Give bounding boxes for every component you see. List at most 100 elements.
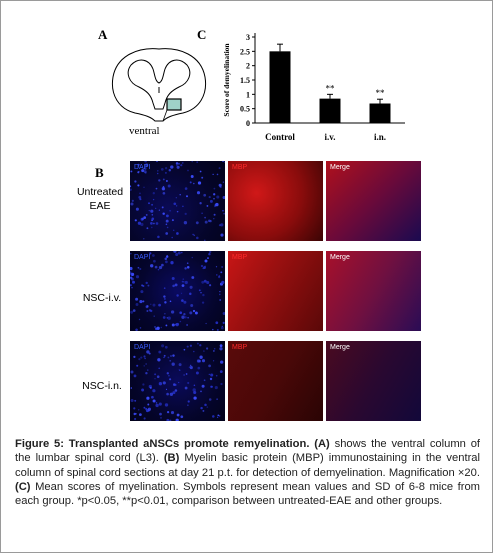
nucleus-dot [151, 395, 154, 399]
nucleus-dot [135, 303, 139, 306]
y-tick-label: 0 [246, 119, 250, 128]
micrograph-label-mbp: MBP [232, 164, 248, 171]
nucleus-dot [133, 374, 137, 378]
nucleus-dot [150, 209, 154, 213]
nucleus-dot [184, 212, 187, 216]
nucleus-dot [174, 283, 178, 287]
nucleus-dot [163, 356, 165, 359]
nucleus-dot [130, 188, 132, 192]
y-tick-label: 0.5 [240, 105, 250, 114]
nucleus-dot [216, 329, 219, 331]
nucleus-dot [208, 364, 211, 368]
nucleus-dot [175, 418, 179, 421]
nucleus-dot [151, 214, 154, 216]
nucleus-dot [215, 374, 218, 377]
nucleus-dot [214, 386, 218, 390]
nucleus-dot [164, 301, 167, 304]
nucleus-dot [192, 309, 196, 313]
nucleus-dot [217, 414, 220, 417]
nucleus-dot [146, 227, 149, 230]
caption-tag-a: (A) [314, 438, 330, 450]
micrograph-label-dapi: DAPI [134, 254, 151, 261]
nucleus-dot [158, 209, 161, 211]
nucleus-dot [145, 163, 149, 167]
nucleus-dot [183, 300, 187, 304]
nucleus-dot [130, 310, 134, 314]
nucleus-dot [185, 195, 189, 198]
nucleus-dot [157, 268, 160, 271]
nucleus-dot [160, 326, 162, 329]
nucleus-dot [149, 309, 153, 313]
nucleus-dot [180, 164, 183, 167]
nucleus-dot [143, 170, 147, 174]
nucleus-dot [220, 271, 223, 274]
nucleus-dot [222, 161, 224, 163]
nucleus-dot [161, 206, 164, 209]
nucleus-dot [146, 396, 150, 400]
nucleus-dot [155, 403, 159, 408]
category-label: i.n. [374, 132, 386, 142]
nucleus-dot [139, 300, 143, 304]
nucleus-dot [146, 310, 149, 312]
nucleus-dot [143, 355, 146, 358]
nucleus-dot [213, 350, 215, 352]
nucleus-dot [206, 406, 209, 408]
nucleus-dot [213, 187, 216, 190]
nucleus-dot [175, 205, 178, 207]
nucleus-dot [183, 221, 188, 225]
nucleus-dot [137, 163, 140, 166]
nucleus-dot [166, 372, 169, 375]
nucleus-dot [208, 251, 212, 254]
nucleus-dot [203, 266, 206, 269]
nucleus-dot [140, 356, 143, 359]
nucleus-dot [169, 359, 172, 362]
nucleus-dot [184, 267, 187, 270]
micrograph-iv-merge: Merge [326, 251, 421, 331]
nucleus-dot [203, 279, 207, 283]
nucleus-dot [166, 226, 169, 229]
nucleus-dot [193, 396, 197, 400]
nucleus-dot [172, 284, 175, 288]
micrograph-iv-dapi: DAPI [130, 251, 225, 331]
nucleus-dot [187, 316, 189, 319]
nucleus-dot [155, 402, 158, 404]
nucleus-dot [175, 164, 178, 167]
nucleus-dot [178, 381, 180, 384]
nucleus-dot [138, 318, 141, 321]
nucleus-dot [222, 195, 225, 200]
nucleus-dot [141, 217, 144, 221]
nucleus-dot [216, 274, 218, 276]
nucleus-dot [220, 326, 224, 330]
micrograph-untreated-mbp: MBP [228, 161, 323, 241]
nucleus-dot [142, 300, 145, 303]
nucleus-dot [139, 327, 142, 329]
spinal-cord-schematic [111, 48, 207, 122]
nucleus-dot [195, 371, 199, 375]
nucleus-dot [147, 284, 150, 287]
nucleus-dot [176, 413, 180, 417]
nucleus-dot [179, 193, 181, 196]
nucleus-dot [193, 350, 195, 353]
nucleus-dot [193, 182, 195, 185]
nucleus-dot [138, 171, 140, 173]
nucleus-dot [133, 407, 136, 410]
nucleus-dot [152, 198, 155, 201]
nucleus-dot [150, 303, 152, 305]
nucleus-dot [189, 311, 193, 315]
nucleus-dot [193, 234, 196, 237]
nucleus-dot [149, 386, 152, 389]
nucleus-dot [201, 280, 205, 284]
nucleus-dot [164, 171, 167, 174]
nucleus-dot [143, 216, 147, 219]
nucleus-dot [163, 287, 166, 289]
nucleus-dot [184, 187, 188, 190]
nucleus-dot [162, 381, 166, 385]
nucleus-dot [219, 290, 221, 293]
nucleus-dot [145, 363, 147, 365]
nucleus-dot [130, 370, 134, 374]
nucleus-dot [167, 184, 171, 188]
nucleus-dot [148, 202, 150, 205]
nucleus-dot [181, 280, 184, 283]
nucleus-dot [191, 276, 195, 279]
